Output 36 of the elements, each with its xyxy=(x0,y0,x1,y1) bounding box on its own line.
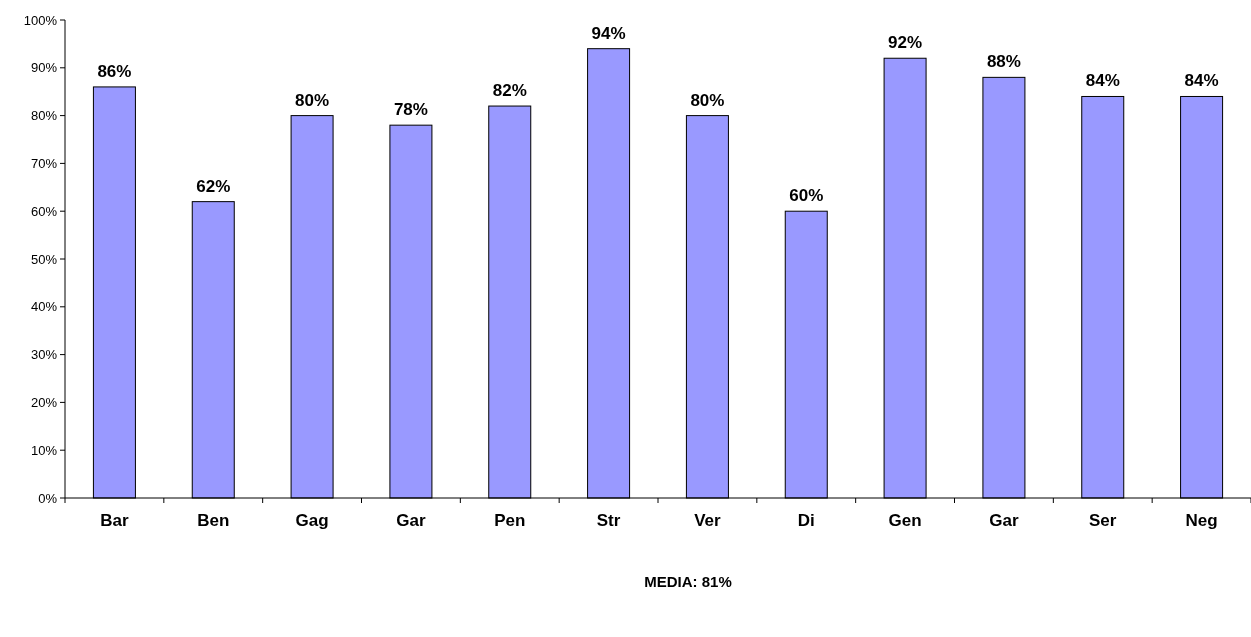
data-label: 84% xyxy=(1085,71,1120,91)
x-tick-label: Bar xyxy=(100,511,129,530)
x-tick-label: Str xyxy=(596,511,621,530)
x-tick-label: Gar xyxy=(396,511,426,530)
x-tick-label: Ver xyxy=(694,511,722,530)
y-tick-label: 30% xyxy=(30,347,58,363)
y-tick-label: 20% xyxy=(30,394,58,410)
x-tick-label: Pen xyxy=(494,511,526,530)
data-label: 92% xyxy=(888,33,923,53)
y-tick-label: 0% xyxy=(38,490,58,506)
data-label: 78% xyxy=(393,100,428,120)
data-label: 80% xyxy=(295,90,330,110)
x-tick-label: Gen xyxy=(888,511,922,530)
data-label: 86% xyxy=(97,61,132,81)
data-label: 94% xyxy=(591,23,626,43)
y-tick-label: 90% xyxy=(30,60,58,76)
y-tick-label: 70% xyxy=(30,155,58,171)
x-tick-label: Ser xyxy=(1089,511,1117,530)
y-tick-label: 80% xyxy=(30,108,58,124)
y-tick-label: 10% xyxy=(30,442,58,458)
data-label: 82% xyxy=(492,81,527,101)
data-label: 62% xyxy=(196,176,231,196)
x-tick-label: Gag xyxy=(295,511,329,530)
x-tick-label: Ben xyxy=(197,511,230,530)
y-tick-label: 50% xyxy=(30,251,58,267)
x-tick-label: Neg xyxy=(1185,511,1218,530)
data-label: 88% xyxy=(986,52,1021,72)
y-tick-label: 40% xyxy=(30,299,58,315)
data-label: 80% xyxy=(690,90,725,110)
x-axis-title: MEDIA: 81% xyxy=(644,573,732,590)
data-label: 60% xyxy=(789,186,824,206)
x-tick-label: Di xyxy=(797,511,815,530)
x-tick-label: Gar xyxy=(989,511,1019,530)
data-label: 84% xyxy=(1184,71,1219,91)
y-tick-label: 100% xyxy=(23,12,58,28)
y-tick-label: 60% xyxy=(30,203,58,219)
